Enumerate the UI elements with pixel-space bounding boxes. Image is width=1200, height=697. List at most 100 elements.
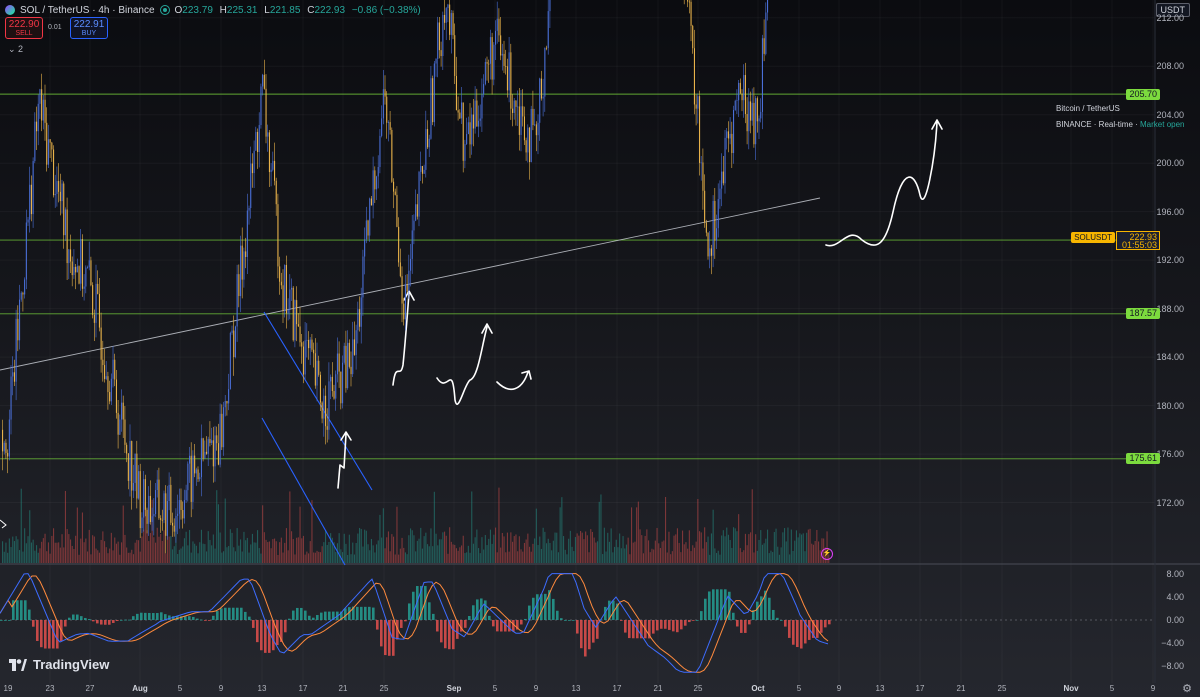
volume-bar — [399, 548, 401, 563]
volume-bar — [338, 533, 340, 563]
histogram-bar — [780, 620, 783, 621]
candle-body — [47, 139, 49, 165]
candle-body — [338, 353, 340, 372]
candle-body — [471, 114, 473, 145]
histogram-bar — [440, 620, 443, 643]
volume-bar — [182, 546, 184, 563]
symbol-title[interactable]: SOL / TetherUS · 4h · Binance — [20, 4, 155, 16]
volume-bar — [236, 528, 238, 563]
candle-body — [313, 349, 315, 354]
candle-body — [12, 372, 14, 377]
histogram-bar — [208, 620, 211, 621]
candle-body — [435, 58, 437, 64]
volume-bar — [632, 542, 634, 563]
candle-body — [58, 181, 60, 192]
histogram-bar — [704, 598, 707, 620]
histogram-bar — [748, 620, 751, 625]
candle-body — [389, 122, 391, 130]
volume-bar — [702, 548, 704, 563]
buy-button[interactable]: 222.91 BUY — [70, 17, 108, 39]
date-axis[interactable]: 19 23 27 Aug 5 9 13 17 21 25 Sep 5 9 13 17 21 25 Oct 5 9 13 1… — [0, 683, 1200, 697]
candle-body — [427, 129, 429, 148]
candle-body — [30, 184, 32, 215]
histogram-bar — [296, 607, 299, 620]
histogram-bar — [224, 607, 227, 620]
volume-bar — [568, 538, 570, 563]
date-tick: 17 — [298, 684, 308, 693]
candle-body — [197, 469, 199, 480]
volume-bar — [659, 548, 661, 563]
volume-bar — [741, 552, 743, 563]
volume-bar — [229, 529, 231, 563]
currency-selector[interactable]: USDT — [1155, 3, 1190, 17]
candle-body — [248, 208, 250, 211]
volume-bar — [593, 537, 595, 563]
date-tick: 27 — [85, 684, 95, 693]
histogram-bar — [188, 616, 191, 620]
volume-bar — [76, 507, 78, 563]
volume-bar — [625, 544, 627, 563]
histogram-bar — [196, 618, 199, 620]
volume-bar — [665, 496, 667, 563]
histogram-bar — [656, 620, 659, 631]
volume-bar — [257, 530, 259, 563]
candle-body — [709, 248, 711, 257]
candle-body — [331, 376, 333, 392]
volume-bar — [612, 552, 614, 563]
candle-body — [690, 1, 692, 26]
candle-body — [406, 284, 408, 291]
volume-bar — [2, 541, 4, 563]
volume-bar — [634, 541, 636, 563]
volume-bar — [763, 543, 765, 563]
volume-bar — [785, 541, 787, 563]
candle-body — [246, 210, 248, 257]
volume-bar — [231, 532, 233, 563]
bar-countdown: 01:55:03 — [1121, 240, 1157, 250]
symbol-tag: SOLUSDT — [1071, 232, 1115, 243]
candle-body — [34, 121, 36, 162]
volume-bar — [556, 532, 558, 563]
histogram-bar — [184, 616, 187, 620]
candle-body — [500, 35, 502, 56]
volume-bar — [736, 531, 738, 563]
histogram-bar — [352, 606, 355, 620]
histogram-bar — [468, 615, 471, 620]
candle-body — [151, 516, 153, 523]
volume-bar — [221, 552, 223, 563]
histogram-bar — [712, 589, 715, 620]
volume-bar — [489, 529, 491, 563]
histogram-bar — [124, 619, 127, 621]
candle-body — [340, 371, 342, 404]
volume-bar — [532, 543, 534, 563]
histogram-bar — [192, 616, 195, 620]
volume-bar — [787, 527, 789, 563]
volume-bar — [454, 544, 456, 563]
candle-body — [126, 444, 128, 454]
indicators-toggle[interactable]: ⌄ 2 — [8, 44, 24, 54]
volume-bar — [447, 553, 449, 563]
volume-bar — [19, 550, 21, 563]
volume-bar — [700, 532, 702, 563]
volume-bar — [619, 533, 621, 563]
volume-bar — [455, 548, 457, 563]
histogram-bar — [104, 620, 107, 625]
settings-gear-icon[interactable]: ⚙ — [1182, 683, 1192, 695]
volume-bar — [233, 547, 235, 563]
volume-bar — [139, 551, 141, 563]
candle-body — [710, 248, 712, 256]
histogram-bar — [560, 618, 563, 620]
histogram-bar — [680, 620, 683, 630]
sell-button[interactable]: 222.90 SELL — [5, 17, 43, 39]
histogram-bar — [128, 619, 131, 621]
histogram-bar — [648, 620, 651, 639]
arrow-drawing — [337, 431, 352, 489]
volume-bar — [617, 547, 619, 563]
candle-body — [377, 167, 379, 177]
volume-bar — [678, 542, 680, 563]
volume-bar — [546, 543, 548, 563]
lightning-icon[interactable]: ⚡ — [821, 548, 833, 560]
histogram-bar — [552, 598, 555, 620]
volume-bar — [518, 536, 520, 563]
volume-bar — [391, 534, 393, 563]
